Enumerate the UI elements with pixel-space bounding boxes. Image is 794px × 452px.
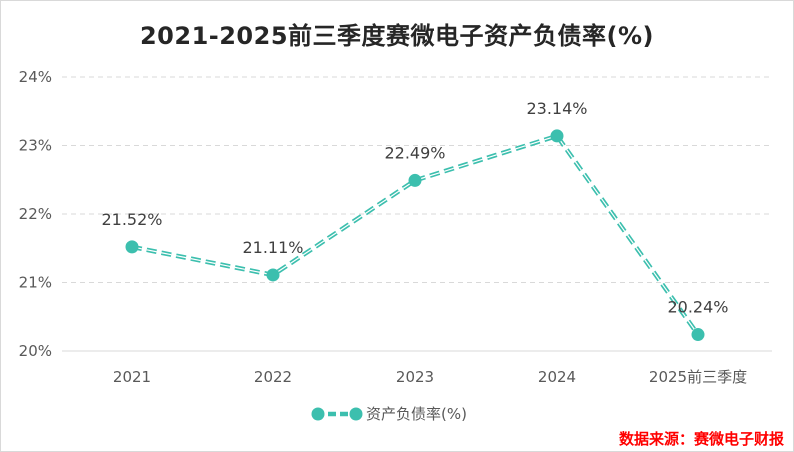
data-point bbox=[550, 129, 564, 143]
data-labels: 21.52% 21.11% 22.49% 23.14% 20.24% bbox=[101, 99, 728, 317]
chart-title: 2021-2025前三季度赛微电子资产负债率(%) bbox=[139, 22, 655, 50]
data-label: 23.14% bbox=[526, 99, 587, 118]
legend-marker bbox=[311, 407, 325, 421]
series-line bbox=[131, 133, 700, 336]
y-axis-ticks: 20% 21% 22% 23% 24% bbox=[19, 68, 52, 360]
legend: 资产负债率(%) bbox=[311, 405, 467, 423]
y-tick-label: 23% bbox=[19, 137, 52, 155]
y-tick-label: 24% bbox=[19, 68, 52, 86]
legend-label: 资产负债率(%) bbox=[366, 405, 467, 423]
y-tick-label: 22% bbox=[19, 205, 52, 223]
x-tick-label: 2025前三季度 bbox=[649, 368, 747, 386]
x-tick-label: 2024 bbox=[538, 368, 576, 386]
y-tick-label: 20% bbox=[19, 342, 52, 360]
data-point bbox=[125, 240, 139, 254]
data-label: 20.24% bbox=[667, 298, 728, 317]
x-axis-ticks: 2021 2022 2023 2024 2025前三季度 bbox=[113, 368, 747, 386]
data-label: 21.11% bbox=[242, 238, 303, 257]
data-label: 21.52% bbox=[101, 210, 162, 229]
x-tick-label: 2023 bbox=[396, 368, 434, 386]
data-label: 22.49% bbox=[384, 143, 445, 162]
x-tick-label: 2022 bbox=[254, 368, 292, 386]
gridlines bbox=[62, 76, 772, 352]
series-line-highlight bbox=[131, 135, 699, 335]
y-tick-label: 21% bbox=[19, 274, 52, 292]
data-point bbox=[691, 328, 705, 342]
x-tick-label: 2021 bbox=[113, 368, 151, 386]
source-note: 数据来源：赛微电子财报 bbox=[618, 430, 784, 448]
legend-marker bbox=[349, 407, 363, 421]
data-point bbox=[408, 173, 422, 187]
series-asset-liability-ratio bbox=[125, 129, 705, 342]
data-point bbox=[266, 268, 280, 282]
